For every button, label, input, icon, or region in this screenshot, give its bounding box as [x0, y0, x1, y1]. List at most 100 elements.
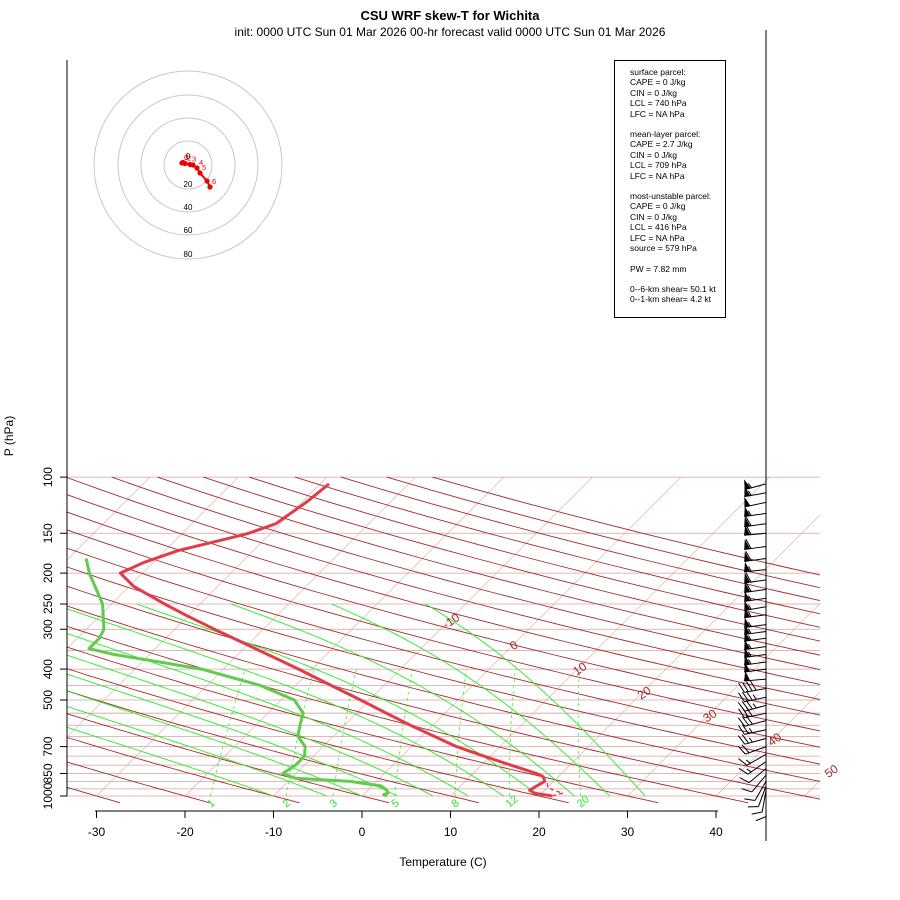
barb-half [748, 635, 752, 641]
info-line: LFC = NA hPa [630, 108, 685, 119]
mixing-ratio-label: 2 [281, 797, 293, 810]
isotherm-line [361, 476, 682, 797]
sounding-profiles [84, 482, 566, 798]
barb-half [745, 759, 751, 764]
barb-full [738, 708, 745, 719]
wind-barb [744, 617, 767, 629]
isotherm-line [273, 476, 593, 797]
moist-adiabat [67, 705, 327, 797]
dry-adiabat [432, 476, 820, 576]
info-line: LFC = NA hPa [630, 170, 685, 181]
x-tick-label: 20 [532, 825, 546, 839]
mixing-ratio-line [508, 669, 516, 796]
wind-barb [744, 654, 767, 666]
y-tick-label: 100 [41, 467, 55, 487]
barb-pennant [744, 525, 751, 536]
dry-adiabat [67, 786, 121, 804]
hodograph-ring [140, 117, 236, 213]
info-line: CAPE = 0 J/kg [630, 77, 686, 88]
barb-full [741, 734, 750, 744]
barb-full [737, 735, 746, 745]
barb-staff [744, 678, 767, 682]
barb-half [748, 595, 752, 601]
hodograph-point [190, 162, 196, 168]
wind-barb [737, 715, 767, 727]
hodograph-point [182, 160, 188, 167]
barb-pennant [744, 617, 751, 628]
moist-adiabat [67, 608, 504, 797]
wind-barb [744, 607, 767, 619]
y-tick-label: 150 [41, 523, 55, 543]
barb-half [748, 727, 753, 733]
hodograph-point [207, 184, 213, 190]
wind-barb [744, 581, 767, 593]
hodograph-ring-label: 0 [186, 152, 191, 161]
barb-full [745, 516, 752, 527]
hodograph-point-label: 2 [187, 154, 191, 163]
barb-pennant [744, 496, 751, 507]
barb-staff [744, 637, 767, 642]
wind-barb [744, 670, 767, 682]
dry-adiabat [111, 476, 820, 671]
wind-barb [738, 680, 767, 693]
barb-half [752, 703, 757, 709]
barb-full [745, 690, 753, 701]
temperature-line [118, 482, 553, 798]
x-tick-label: -30 [88, 825, 106, 839]
info-line: surface parcel: [630, 67, 686, 77]
info-line: LCL = 740 hPa [630, 98, 687, 109]
wind-barbs [737, 479, 767, 822]
info-line: CIN = 0 J/kg [630, 149, 678, 160]
y-tick-label: 1000 [41, 782, 55, 809]
mean-layer-parcel-info: mean-layer parcel: CAPE = 2.7 J/kg CIN = 0… [630, 129, 725, 181]
barb-full [745, 550, 752, 561]
mixing-ratio-label: 5 [389, 797, 401, 810]
barb-pennant [744, 624, 751, 635]
isotherm-line [184, 476, 505, 797]
barb-pennant [744, 486, 751, 497]
info-line: LCL = 709 hPa [630, 160, 687, 171]
wind-barb [744, 561, 767, 573]
barb-staff [744, 569, 767, 573]
info-line: source = 579 hPa [630, 243, 697, 254]
barb-full [745, 572, 752, 583]
isotherm-label: 40 [765, 730, 784, 749]
y-tick-label: 200 [41, 563, 55, 583]
y-tick-label: 300 [41, 619, 55, 639]
info-line: most-unstable parcel: [630, 191, 712, 202]
barb-staff [744, 624, 767, 629]
mixing-ratio-label: 1 [205, 797, 217, 810]
barb-full [741, 744, 750, 754]
dry-adiabat [67, 494, 820, 700]
barb-half [748, 628, 752, 634]
info-line: CIN = 0 J/kg [630, 87, 678, 98]
hodograph-ring-label: 80 [184, 250, 193, 259]
barb-full [738, 767, 749, 775]
dewpoint-line [84, 558, 390, 798]
barb-staff [744, 579, 767, 584]
info-line: CIN = 0 J/kg [630, 211, 678, 222]
barb-half [748, 737, 753, 743]
hodograph-ring-label: 40 [184, 203, 193, 212]
wind-barb [744, 572, 767, 584]
hodograph-point-label: 1 [185, 153, 189, 162]
dry-adiabat [203, 476, 820, 642]
barb-pennant [744, 639, 751, 650]
y-tick-label: 850 [41, 763, 55, 783]
x-tick-label: 0 [359, 825, 366, 839]
y-tick-label: 250 [41, 594, 55, 614]
barb-pennant [744, 600, 751, 611]
barb-staff [761, 790, 767, 813]
hodograph-point-label: 4 [199, 158, 203, 167]
chart-title: CSU WRF skew-T for Wichita [360, 8, 540, 23]
barb-full [750, 680, 757, 691]
wind-barb [744, 661, 767, 673]
barb-full [741, 716, 750, 726]
barb-full [738, 758, 748, 766]
barb-pennant [744, 582, 751, 593]
barb-staff [744, 738, 767, 745]
wind-barb [744, 496, 767, 508]
wind-barb [738, 706, 767, 719]
info-line: 0--6-km shear= 50.1 kt [630, 283, 716, 294]
wind-barb [744, 624, 767, 636]
